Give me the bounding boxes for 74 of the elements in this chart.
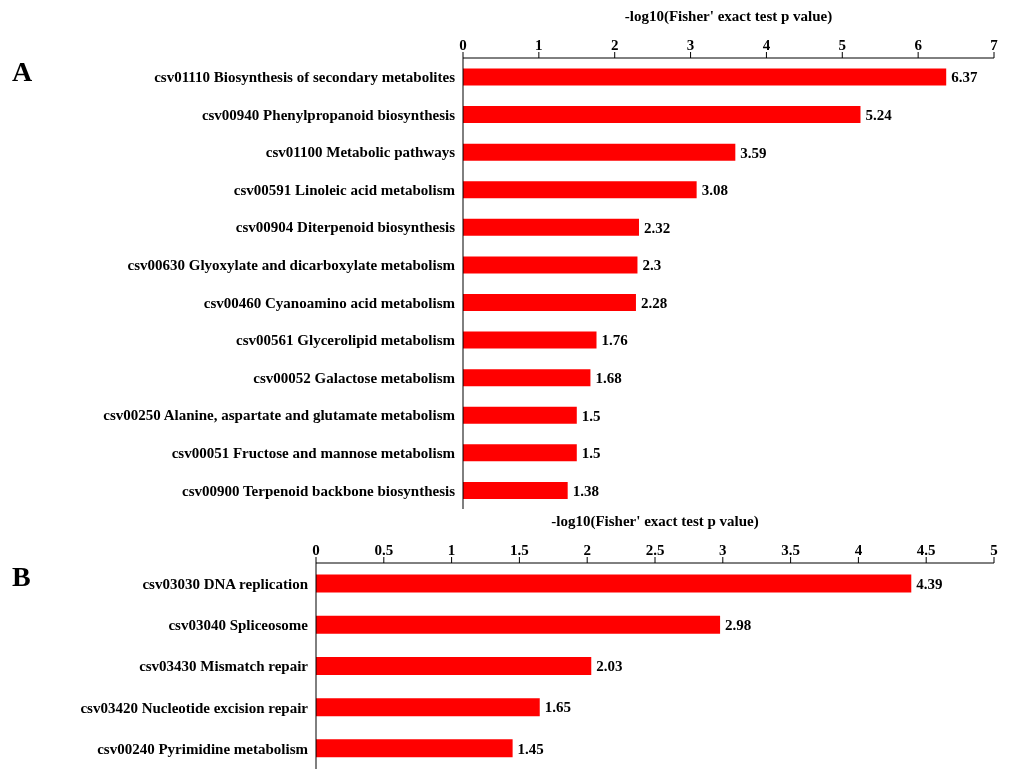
- x-tick-label: 3.5: [781, 542, 800, 558]
- x-tick-label: 3: [719, 542, 727, 558]
- y-tick-label: csv00940 Phenylpropanoid biosynthesis: [201, 106, 456, 123]
- bar: [463, 481, 568, 499]
- bar: [463, 106, 861, 124]
- text: B: [12, 561, 31, 593]
- x-tick-label: 0.5: [374, 542, 394, 558]
- x-tick-label: 2.5: [645, 542, 665, 558]
- bar: [316, 656, 592, 675]
- y-tick-label: csv00904 Diterpenoid biosynthesis: [235, 219, 456, 236]
- y-tick-label: csv03040 Spliceosome: [168, 617, 309, 634]
- data-label: 6.37: [951, 69, 978, 86]
- bar: [316, 698, 540, 717]
- bar: [463, 294, 636, 312]
- data-label: 4.39: [916, 575, 943, 592]
- x-tick-label: 7: [990, 37, 999, 53]
- data-label: 1.68: [595, 370, 622, 387]
- y-tick-label: csv00460 Cyanoamino acid metabolism: [203, 294, 456, 311]
- bar: [463, 256, 638, 274]
- data-label: 2.28: [640, 294, 668, 311]
- y-tick-label: csv03030 DNA replication: [142, 575, 309, 592]
- x-tick-label: 2: [610, 37, 619, 53]
- y-tick-label: csv01110 Biosynthesis of secondary metabolites: [154, 69, 456, 86]
- x-tick-label: 4: [854, 542, 863, 558]
- x-tick-label: 4.5: [916, 542, 936, 558]
- bar: [316, 615, 721, 634]
- x-axis-title: -log10(Fisher' exact test p value): [623, 8, 834, 26]
- y-tick-label: csv00561 Glycerolipid metabolism: [236, 332, 456, 349]
- data-label: 5.24: [865, 106, 893, 123]
- x-tick-label: 6: [914, 37, 923, 53]
- y-tick-label: csv00630 Glyoxylate and dicarboxylate metabolism: [127, 257, 456, 274]
- bar: [463, 218, 639, 236]
- x-tick-label: 1: [447, 542, 456, 558]
- bar: [463, 331, 597, 349]
- x-tick-label: 3: [686, 37, 695, 53]
- bar: [463, 181, 697, 199]
- y-tick-label: csv00240 Pyrimidine metabolism: [97, 740, 309, 757]
- y-tick-label: csv00052 Galactose metabolism: [253, 369, 456, 386]
- data-label: 1.45: [517, 740, 544, 757]
- data-label: 1.5: [581, 445, 601, 462]
- y-tick-label: csv00250 Alanine, aspartate and glutamate metabolism: [103, 407, 456, 424]
- x-tick-label: 2: [583, 542, 591, 558]
- y-tick-label: csv03420 Nucleotide excision repair: [80, 699, 309, 716]
- data-label: 3.59: [740, 144, 767, 161]
- x-tick-label: 0: [459, 37, 467, 53]
- x-tick-label: 0: [312, 542, 320, 558]
- data-label: 1.38: [572, 482, 599, 499]
- x-tick-label: 5: [990, 542, 998, 558]
- data-label: 1.65: [544, 699, 571, 716]
- bar: [463, 143, 736, 161]
- bar: [463, 369, 591, 387]
- text: A: [12, 56, 33, 88]
- data-label: 2.32: [643, 219, 671, 236]
- x-tick-label: 1: [535, 37, 543, 53]
- data-label: 2.03: [596, 658, 623, 675]
- x-tick-label: 4: [762, 37, 771, 53]
- x-tick-label: 1.5: [510, 542, 529, 558]
- bar: [463, 444, 577, 462]
- y-tick-label: csv00900 Terpenoid backbone biosynthesis: [182, 482, 456, 499]
- data-label: 1.5: [581, 407, 601, 424]
- data-label: 3.08: [701, 182, 728, 199]
- bar: [463, 406, 577, 424]
- bar: [463, 68, 947, 86]
- data-label: 1.76: [601, 332, 629, 349]
- y-tick-label: csv03430 Mismatch repair: [139, 658, 309, 675]
- data-label: 2.98: [725, 617, 752, 634]
- x-axis-title: -log10(Fisher' exact test p value): [550, 513, 760, 531]
- y-tick-label: csv00051 Fructose and mannose metabolism: [171, 444, 456, 461]
- y-tick-label: csv00591 Linoleic acid metabolism: [233, 181, 456, 198]
- bar: [316, 739, 513, 758]
- data-label: 2.3: [642, 257, 662, 274]
- x-tick-label: 5: [838, 37, 847, 53]
- bar: [316, 574, 912, 593]
- y-tick-label: csv01100 Metabolic pathways: [265, 144, 456, 161]
